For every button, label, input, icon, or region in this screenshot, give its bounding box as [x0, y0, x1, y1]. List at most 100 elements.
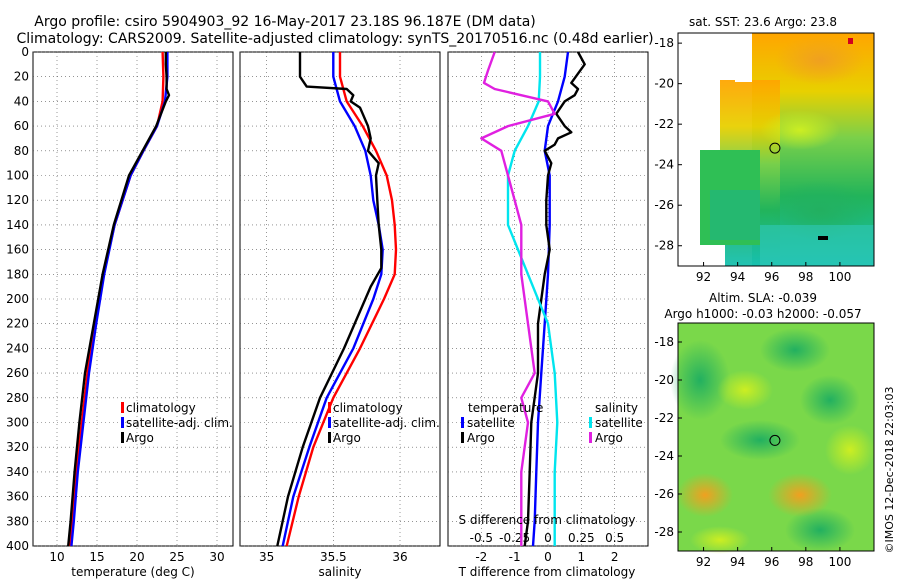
map-y-tick-label: -28	[654, 239, 674, 253]
map-y-tick-label: -18	[654, 335, 674, 349]
y-tick-label: 140	[6, 218, 29, 232]
legend-swatch-satellite	[121, 417, 124, 428]
legend-label-argo: Argo	[333, 431, 361, 445]
salinity-legend: climatology satellite-adj. clim. Argo	[328, 401, 440, 445]
legend-swatch-t-argo	[461, 432, 464, 443]
map-x-tick-label: 100	[828, 555, 851, 569]
x-tick-label: -2	[475, 550, 487, 564]
temperature-legend: climatology satellite-adj. clim. Argo	[121, 401, 233, 445]
x-tick-label: 10	[49, 550, 64, 564]
y-tick-label: 120	[6, 193, 29, 207]
y-tick-label: 60	[14, 119, 29, 133]
y-tick-label: 400	[6, 539, 29, 553]
legend-label-t-satellite: satellite	[467, 416, 515, 430]
map-y-tick-label: -22	[654, 117, 674, 131]
legend-label-satellite: satellite-adj. clim.	[333, 416, 440, 430]
salinity-panel: 35 35.5 36 salinity climatology satellite-…	[239, 51, 441, 579]
legend-label-s-argo: Argo	[595, 431, 623, 445]
chart-title-line2: Climatology: CARS2009. Satellite-adjuste…	[16, 31, 653, 47]
y-tick-label: 180	[6, 267, 29, 281]
y-tick-label: 320	[6, 440, 29, 454]
difference-x2label: S difference from climatology	[459, 513, 636, 527]
sst-map-image	[678, 33, 874, 266]
salinity-xlabel: salinity	[318, 565, 361, 579]
legend-label-argo: Argo	[126, 431, 154, 445]
sst-map-frame	[677, 32, 875, 267]
chart-title-line1: Argo profile: csiro 5904903_92 16-May-20…	[34, 14, 536, 30]
legend-swatch-argo	[121, 432, 124, 443]
x-tick-label: -1	[509, 550, 521, 564]
legend-swatch-s-satellite	[589, 417, 592, 428]
legend-swatch-climatology	[328, 402, 331, 413]
series-line-difference-t-argo	[523, 51, 586, 547]
map-x-tick-label: 100	[828, 270, 851, 284]
y-tick-label: 280	[6, 391, 29, 405]
legend-swatch-t-satellite	[461, 417, 464, 428]
temperature-panel: 0 20 40 60 80 100 120 140 160 180 200 220 240 260 280 3…	[6, 45, 234, 579]
map-y-tick-label: -22	[654, 411, 674, 425]
series-line-salinity-argo	[276, 52, 383, 547]
argo-location-marker	[769, 142, 781, 154]
map-x-tick-label: 92	[696, 270, 711, 284]
altimetry-map-panel: Altim. SLA: -0.039 Argo h1000: -0.03 h20…	[654, 291, 875, 569]
map-y-tick-label: -28	[654, 525, 674, 539]
y-tick-label: 100	[6, 169, 29, 183]
series-line-temperature-argo	[67, 52, 171, 547]
x2-tick-label: 0.25	[568, 531, 595, 545]
y-tick-label: 340	[6, 465, 29, 479]
y-tick-label: 20	[14, 70, 29, 84]
x-tick-label: 2	[611, 550, 619, 564]
map-y-tick-label: -26	[654, 198, 674, 212]
series-line-difference-s-argo	[480, 51, 556, 546]
legend-swatch-s-argo	[589, 432, 592, 443]
legend-swatch-climatology	[121, 402, 124, 413]
y-tick-label: 220	[6, 317, 29, 331]
altimetry-map-image	[670, 323, 875, 554]
x-tick-label: 36	[392, 550, 407, 564]
y-tick-label: 360	[6, 490, 29, 504]
altimetry-map-title-line1: Altim. SLA: -0.039	[709, 291, 817, 305]
map-y-tick-label: -20	[654, 373, 674, 387]
difference-xlabel: T difference from climatology	[458, 565, 636, 579]
difference-panel: -2 -1 0 1 2-0.5 -0.25 0 0.25 0.5 T difference fr…	[447, 51, 649, 579]
x-tick-label: 20	[129, 550, 144, 564]
difference-legend: temperature satellite Argo salinity sate…	[461, 401, 643, 445]
x-tick-label: 1	[578, 550, 586, 564]
map-x-tick-label: 96	[764, 555, 779, 569]
y-tick-label: 300	[6, 416, 29, 430]
y-tick-label: 0	[21, 45, 29, 59]
y-tick-label: 160	[6, 243, 29, 257]
sst-map-panel: sat. SST: 23.6 Argo: 23.8 92 94 96 98 100 -18…	[654, 15, 875, 284]
x-tick-label: 0	[544, 550, 552, 564]
imos-watermark: ©IMOS 12-Dec-2018 22:03:03	[883, 387, 896, 554]
series-line-difference-s-satellite	[506, 52, 559, 546]
x-tick-label: 25	[169, 550, 184, 564]
map-y-tick-label: -24	[654, 449, 674, 463]
argo-location-marker	[769, 434, 781, 446]
legend-label-s-satellite: satellite	[595, 416, 643, 430]
y-tick-label: 80	[14, 144, 29, 158]
map-y-tick-label: -20	[654, 77, 674, 91]
temperature-xlabel: temperature (deg C)	[71, 565, 194, 579]
legend-swatch-argo	[328, 432, 331, 443]
map-x-tick-label: 96	[764, 270, 779, 284]
x2-tick-label: -0.5	[470, 531, 493, 545]
map-y-tick-label: -26	[654, 487, 674, 501]
series-line-salinity-climatology	[285, 52, 398, 547]
y-tick-label: 380	[6, 514, 29, 528]
map-y-tick-label: -24	[654, 158, 674, 172]
y-tick-label: 260	[6, 366, 29, 380]
x-tick-label: 35	[259, 550, 274, 564]
legend-swatch-satellite	[328, 417, 331, 428]
altimetry-map-title-line2: Argo h1000: -0.03 h2000: -0.057	[664, 307, 861, 321]
x2-tick-label: 0.5	[605, 531, 624, 545]
legend-label-satellite: satellite-adj. clim.	[126, 416, 233, 430]
map-x-tick-label: 92	[696, 555, 711, 569]
x2-tick-label: 0	[544, 531, 552, 545]
altimetry-map-frame	[677, 322, 875, 552]
y-tick-label: 200	[6, 292, 29, 306]
map-y-tick-label: -18	[654, 36, 674, 50]
map-x-tick-label: 98	[798, 270, 813, 284]
y-tick-label: 40	[14, 94, 29, 108]
